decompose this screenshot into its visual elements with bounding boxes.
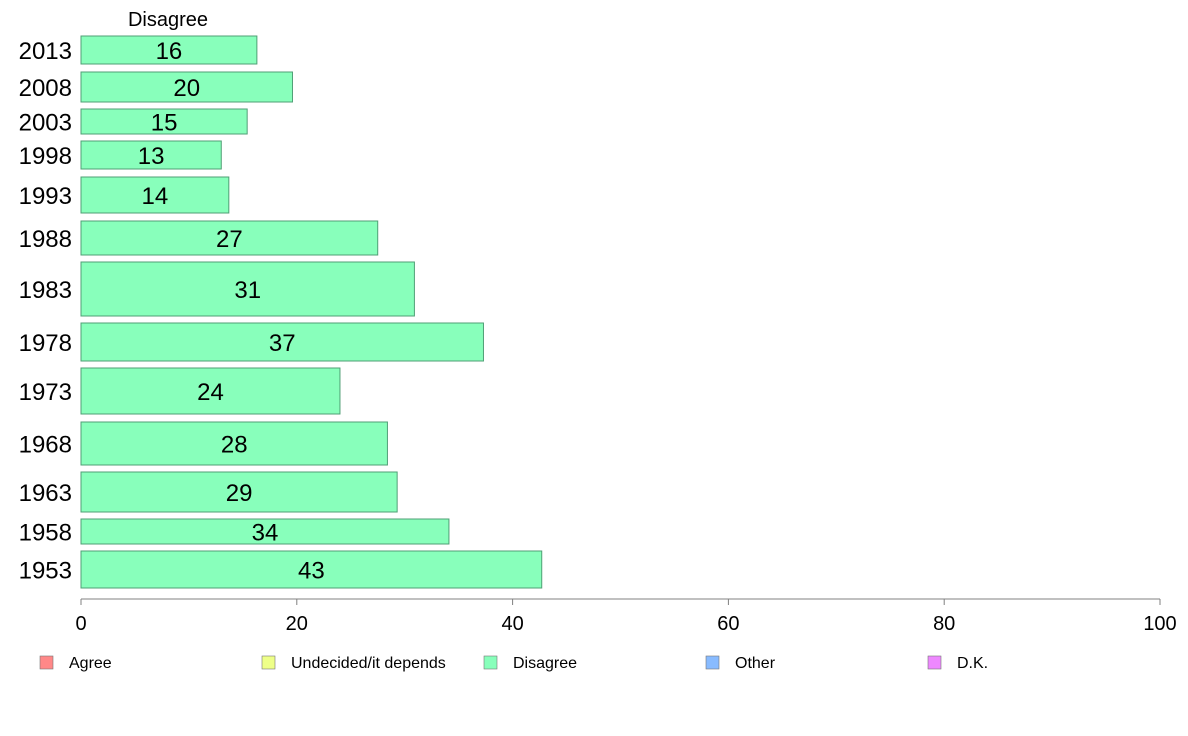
bar — [80, 550, 543, 589]
bar — [80, 322, 484, 362]
bar — [80, 421, 388, 466]
x-tick-label: 60 — [717, 613, 739, 635]
bar — [80, 35, 258, 65]
bars-group: 2013 16 2008 20 2003 15 1998 13 1993 14 1988 27 1983… — [19, 35, 543, 589]
legend-swatch — [483, 655, 498, 670]
bar — [80, 176, 230, 214]
bar-value-label: 37 — [269, 330, 296, 357]
bar-value-label: 20 — [173, 75, 200, 102]
category-label: 1988 — [19, 226, 72, 253]
bar-value-label: 34 — [252, 520, 279, 547]
bar-value-label: 31 — [234, 277, 261, 304]
bar — [80, 518, 450, 545]
bar — [80, 220, 379, 256]
bar-value-label: 15 — [151, 110, 178, 137]
category-label: 1993 — [19, 183, 72, 210]
x-axis: 0 20 40 60 80 100 — [75, 598, 1177, 635]
bar-value-label: 28 — [221, 432, 248, 459]
bar-value-label: 24 — [197, 379, 224, 406]
bar-value-label: 27 — [216, 226, 243, 253]
bar — [80, 71, 293, 103]
category-label: 1953 — [19, 558, 72, 585]
bar-value-label: 29 — [226, 480, 253, 507]
legend-label: Other — [735, 655, 776, 672]
series-title: Disagree — [128, 9, 208, 31]
legend-swatch — [705, 655, 720, 670]
legend-label: Undecided/it depends — [291, 655, 446, 672]
bar — [80, 367, 341, 415]
bar — [80, 471, 398, 513]
category-label: 1973 — [19, 379, 72, 406]
bar-value-label: 43 — [298, 558, 325, 585]
bar — [80, 261, 415, 317]
legend-swatch — [261, 655, 276, 670]
legend-swatch — [927, 655, 942, 670]
bar-value-label: 14 — [142, 183, 169, 210]
category-label: 1968 — [19, 432, 72, 459]
category-label: 1983 — [19, 277, 72, 304]
bar-value-label: 16 — [156, 38, 183, 65]
legend-label: D.K. — [957, 655, 988, 672]
x-tick-label: 40 — [501, 613, 523, 635]
x-tick-label: 20 — [286, 613, 308, 635]
bar — [80, 140, 222, 170]
category-label: 1963 — [19, 480, 72, 507]
category-label: 1998 — [19, 143, 72, 170]
category-label: 1978 — [19, 330, 72, 357]
legend-label: Disagree — [513, 655, 577, 672]
legend: Agree Undecided/it depends Disagree Other D.… — [39, 655, 988, 672]
category-label: 2003 — [19, 110, 72, 137]
bar — [80, 108, 248, 135]
bar-value-label: 13 — [138, 143, 165, 170]
x-tick-label: 0 — [75, 613, 86, 635]
x-tick-label: 100 — [1143, 613, 1176, 635]
x-tick-label: 80 — [933, 613, 955, 635]
legend-swatch — [39, 655, 54, 670]
category-label: 1958 — [19, 520, 72, 547]
category-label: 2008 — [19, 75, 72, 102]
legend-label: Agree — [69, 655, 112, 672]
category-label: 2013 — [19, 38, 72, 65]
